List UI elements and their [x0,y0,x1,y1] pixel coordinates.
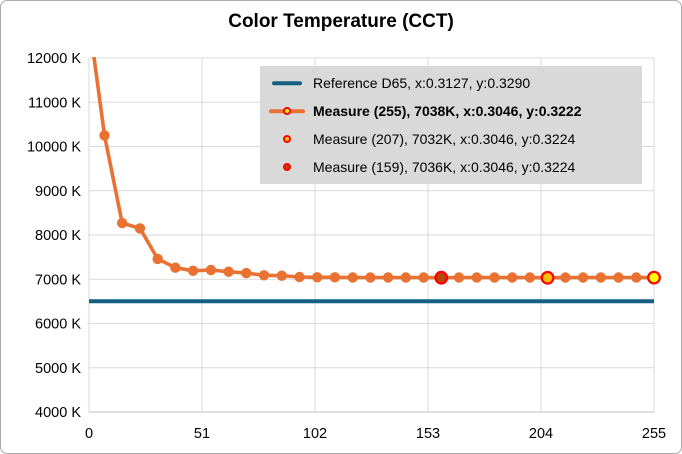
legend-item-measure-159: Measure (159), 7036K, x:0.3046, y:0.3224 [260,159,642,175]
data-point [489,272,500,283]
data-point [294,271,305,283]
y-tick-label: 6000 K [35,317,81,333]
data-point [507,272,518,283]
data-point [223,266,234,277]
legend-item-reference-d65: Reference D65, x:0.3127, y:0.3290 [260,75,642,91]
data-point [205,264,217,276]
data-point-special [540,270,555,285]
data-point [134,223,146,234]
data-point [631,272,642,283]
data-point [347,272,358,283]
legend-label: Measure (159), 7036K, x:0.3046, y:0.3224 [313,159,576,175]
data-point [312,272,323,283]
legend-label: Measure (255), 7038K, x:0.3046, y:0.3222 [313,103,582,119]
measure-207-marker-icon [269,131,305,147]
y-tick-label: 4000 K [35,405,81,421]
x-tick-label: 0 [85,426,93,442]
legend-label: Reference D65, x:0.3127, y:0.3290 [313,75,531,91]
data-point [117,217,128,229]
data-point [560,272,571,283]
y-tick-label: 7000 K [35,272,81,288]
reference-line-swatch-icon [269,75,305,91]
y-tick-label: 11000 K [28,95,81,111]
y-tick-label: 9000 K [35,184,81,200]
data-point [471,272,482,283]
y-tick-label: 8000 K [35,228,81,244]
data-point [329,272,341,283]
legend: Reference D65, x:0.3127, y:0.3290 Measur… [260,66,642,184]
x-tick-label: 204 [529,426,553,442]
x-tick-label: 255 [642,426,666,442]
data-point [418,272,429,283]
data-point-special [647,270,661,285]
data-point [382,272,394,283]
legend-label: Measure (207), 7032K, x:0.3046, y:0.3224 [313,131,576,147]
data-point [241,267,252,279]
legend-item-measure-255: Measure (255), 7038K, x:0.3046, y:0.3222 [260,103,642,119]
chart-title: Color Temperature (CCT) [228,11,454,32]
legend-item-measure-207: Measure (207), 7032K, x:0.3046, y:0.3224 [260,131,642,147]
data-point [524,272,536,283]
data-point [595,272,606,283]
data-point [258,270,270,281]
data-point [152,253,163,265]
data-point [400,272,411,283]
x-tick-label: 102 [303,426,327,442]
data-point [187,265,199,276]
measure-255-marker-icon [269,103,305,119]
y-tick-label: 10000 K [27,140,81,156]
data-point [276,270,287,281]
data-point [99,130,110,141]
x-tick-label: 51 [194,426,210,442]
data-point [365,272,376,283]
measure-159-marker-icon [269,159,305,175]
x-tick-label: 153 [416,426,440,442]
data-point [613,272,624,283]
data-point [170,262,181,273]
data-point [453,272,465,283]
data-point [577,272,589,283]
y-tick-label: 5000 K [35,361,81,377]
data-point-special [434,270,449,285]
y-tick-label: 12000 K [27,51,81,67]
